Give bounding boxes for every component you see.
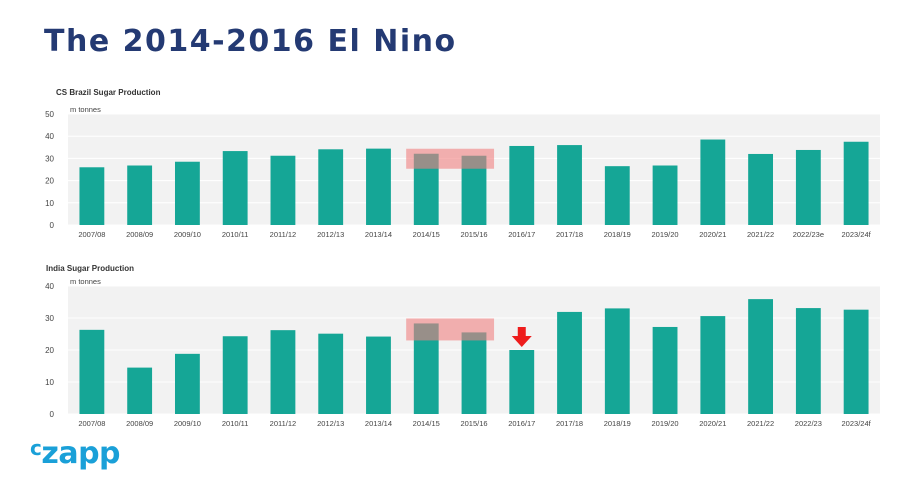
bar xyxy=(557,145,582,225)
el-nino-highlight-box xyxy=(406,148,495,169)
bar xyxy=(748,299,774,414)
y-tick-label: 40 xyxy=(45,132,54,141)
x-tick-label: 2022/23 xyxy=(795,419,822,428)
x-tick-label: 2013/14 xyxy=(365,419,392,428)
bar xyxy=(509,145,535,225)
czapp-logo-rest: zapp xyxy=(41,436,121,471)
chart2-title: India Sugar Production xyxy=(46,264,135,273)
x-tick-label: 2009/10 xyxy=(174,419,201,428)
x-tick-label: 2023/24f xyxy=(842,419,872,428)
y-tick-label: 20 xyxy=(45,346,54,355)
bar xyxy=(700,139,726,225)
y-tick-label: 0 xyxy=(50,221,55,230)
bar xyxy=(557,311,582,414)
x-tick-label: 2014/15 xyxy=(413,230,440,239)
bar xyxy=(604,166,630,225)
x-tick-label: 2021/22 xyxy=(747,419,774,428)
x-tick-label: 2008/09 xyxy=(126,419,153,428)
x-tick-label: 2010/11 xyxy=(222,419,249,428)
bar xyxy=(509,350,535,414)
bar xyxy=(222,336,248,414)
x-tick-label: 2020/21 xyxy=(699,419,726,428)
bar xyxy=(795,308,821,414)
x-tick-label: 2016/17 xyxy=(508,419,535,428)
chart1-title: CS Brazil Sugar Production xyxy=(56,88,161,97)
bar xyxy=(795,149,821,225)
x-tick-label: 2020/21 xyxy=(699,230,726,239)
czapp-logo-c: c xyxy=(30,436,42,460)
x-tick-label: 2007/08 xyxy=(78,419,105,428)
unit-label: m tonnes xyxy=(70,105,101,114)
el-nino-highlight-box xyxy=(406,318,495,341)
bar xyxy=(270,330,296,414)
bar xyxy=(700,316,726,414)
x-tick-label: 2013/14 xyxy=(365,230,392,239)
bar xyxy=(318,149,344,225)
x-tick-label: 2008/09 xyxy=(126,230,153,239)
x-tick-label: 2009/10 xyxy=(174,230,201,239)
slide-title: The 2014-2016 El Nino xyxy=(44,24,457,59)
bar xyxy=(222,151,248,225)
x-tick-label: 2018/19 xyxy=(604,419,631,428)
y-tick-label: 40 xyxy=(45,282,54,291)
x-tick-label: 2023/24f xyxy=(842,230,872,239)
x-tick-label: 2019/20 xyxy=(651,230,678,239)
bar xyxy=(652,165,678,225)
x-tick-label: 2011/12 xyxy=(270,419,297,428)
bar xyxy=(843,141,869,225)
x-tick-label: 2019/20 xyxy=(651,419,678,428)
x-tick-label: 2017/18 xyxy=(556,230,583,239)
x-tick-label: 2016/17 xyxy=(508,230,535,239)
czapp-logo: czapp xyxy=(30,436,121,471)
y-tick-label: 10 xyxy=(45,378,54,387)
bar xyxy=(127,367,153,414)
bar xyxy=(79,329,105,414)
bar xyxy=(652,326,678,414)
x-tick-label: 2022/23e xyxy=(793,230,824,239)
bar xyxy=(174,353,200,414)
y-tick-label: 0 xyxy=(50,410,55,419)
x-tick-label: 2015/16 xyxy=(460,230,487,239)
bar xyxy=(366,148,391,225)
y-tick-label: 20 xyxy=(45,177,54,186)
bar xyxy=(748,153,774,225)
unit-label: m tonnes xyxy=(70,277,101,286)
bar xyxy=(843,309,869,414)
y-tick-label: 30 xyxy=(45,154,54,163)
x-tick-label: 2011/12 xyxy=(270,230,297,239)
bar xyxy=(270,155,296,225)
bar xyxy=(79,167,105,225)
brazil-sugar-chart: 0 10 20 30 40 50 m tonnes 2007/08 2008/09 2009/10… xyxy=(45,105,880,239)
bar xyxy=(366,336,391,414)
bar xyxy=(127,165,153,225)
y-tick-label: 30 xyxy=(45,314,54,323)
x-tick-label: 2014/15 xyxy=(413,419,440,428)
bar xyxy=(318,333,344,414)
y-tick-label: 50 xyxy=(45,110,54,119)
bar xyxy=(461,332,487,414)
bar xyxy=(174,161,200,225)
india-sugar-chart: 0 10 20 30 40 m tonnes 2007/08 2008/09 2009/10 20… xyxy=(45,277,880,428)
x-tick-label: 2012/13 xyxy=(317,230,344,239)
down-arrow-icon xyxy=(511,327,532,347)
x-tick-label: 2017/18 xyxy=(556,419,583,428)
x-tick-label: 2012/13 xyxy=(317,419,344,428)
x-tick-label: 2021/22 xyxy=(747,230,774,239)
x-tick-label: 2010/11 xyxy=(222,230,249,239)
bar xyxy=(604,308,630,414)
x-tick-label: 2007/08 xyxy=(78,230,105,239)
x-tick-label: 2018/19 xyxy=(604,230,631,239)
x-tick-label: 2015/16 xyxy=(460,419,487,428)
y-tick-label: 10 xyxy=(45,199,54,208)
